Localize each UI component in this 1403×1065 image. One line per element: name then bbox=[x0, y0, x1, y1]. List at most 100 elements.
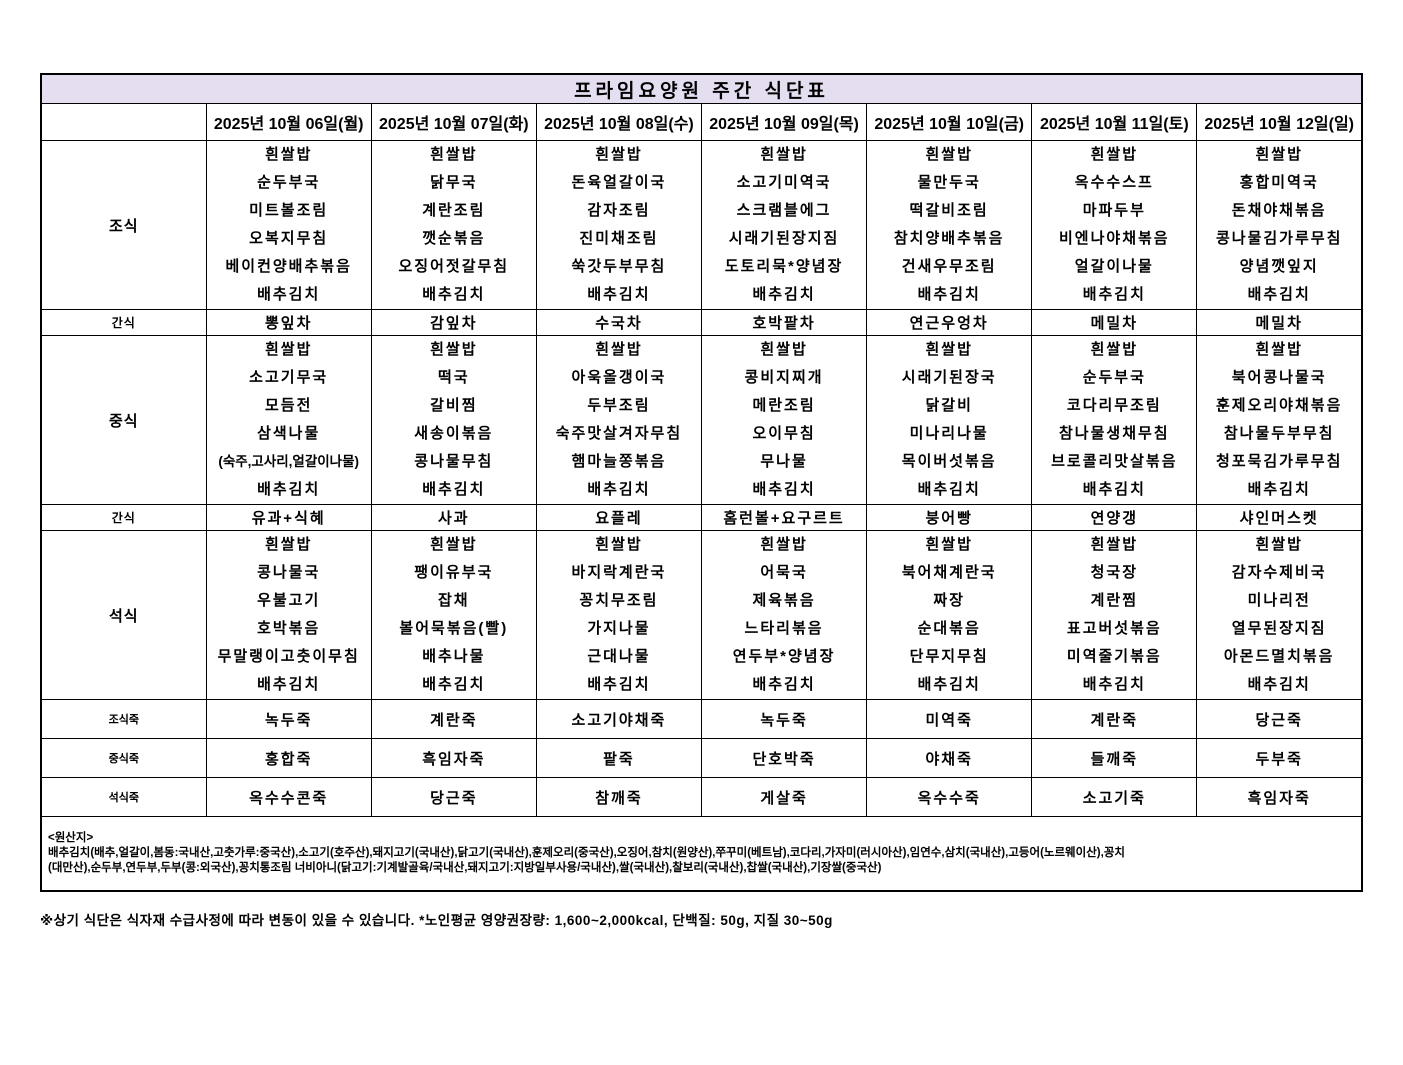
menu-row-중식죽: 중식죽 홍합죽 흑임자죽 팥죽 단호박죽 야채죽 들깨죽 두부죽 bbox=[40, 738, 1363, 778]
row-label: 간식 bbox=[40, 309, 207, 336]
snack-cell: 샤인머스켓 bbox=[1196, 504, 1363, 531]
menu-item: 새송이볶음 bbox=[414, 425, 494, 442]
date-header: 2025년 10월 10일(금) bbox=[866, 103, 1033, 141]
meal-cell: 흰쌀밥 청국장 계란찜 표고버섯볶음 미역줄기볶음 배추김치 bbox=[1031, 530, 1198, 700]
menu-item: 숙주맛살겨자무침 bbox=[555, 425, 683, 442]
menu-item: 물만두국 bbox=[917, 174, 981, 191]
porridge-cell: 흑임자죽 bbox=[1196, 777, 1363, 817]
porridge-cell: 옥수수콘죽 bbox=[205, 777, 372, 817]
menu-item: 순대볶음 bbox=[917, 620, 981, 637]
menu-row-조식죽: 조식죽 녹두죽 계란죽 소고기야채죽 녹두죽 미역죽 계란죽 당근죽 bbox=[40, 699, 1363, 739]
menu-item: 흰쌀밥 bbox=[264, 341, 313, 358]
menu-item: 쑥갓두부무침 bbox=[571, 258, 667, 275]
meal-cell: 흰쌀밥 물만두국 떡갈비조림 참치양배추볶음 건새우무조림 배추김치 bbox=[866, 140, 1033, 310]
menu-item: 근대나물 bbox=[587, 648, 651, 665]
snack-cell: 뽕잎차 bbox=[205, 309, 372, 336]
menu-item: 흰쌀밥 bbox=[595, 341, 643, 358]
meal-cell: 흰쌀밥 돈육얼갈이국 감자조림 진미채조림 쑥갓두부무침 배추김치 bbox=[535, 140, 703, 310]
porridge-cell: 소고기야채죽 bbox=[535, 699, 703, 739]
menu-item: 배추김치 bbox=[752, 676, 816, 693]
porridge-cell: 들깨죽 bbox=[1031, 738, 1198, 778]
date-header: 2025년 10월 07일(화) bbox=[370, 103, 537, 141]
snack-cell: 유과+식혜 bbox=[205, 504, 372, 531]
menu-item: 콩비지찌개 bbox=[744, 369, 824, 386]
menu-item: 두부조림 bbox=[587, 397, 651, 414]
menu-item: 스크램블에그 bbox=[736, 202, 832, 219]
menu-item: 시래기된장국 bbox=[901, 369, 997, 386]
menu-item: 닭무국 bbox=[430, 174, 478, 191]
porridge-cell: 야채죽 bbox=[866, 738, 1033, 778]
menu-item: 배추김치 bbox=[917, 481, 981, 498]
row-label: 조식 bbox=[40, 140, 207, 310]
menu-item: 배추김치 bbox=[1247, 481, 1311, 498]
menu-item: 오이무침 bbox=[752, 425, 816, 442]
row-label: 중식 bbox=[40, 335, 207, 505]
menu-item: 배추김치 bbox=[422, 481, 486, 498]
date-header: 2025년 10월 06일(월) bbox=[205, 103, 372, 141]
menu-item: 배추김치 bbox=[587, 481, 651, 498]
menu-item: 배추김치 bbox=[752, 481, 816, 498]
menu-item: 햄마늘쫑볶음 bbox=[571, 453, 667, 470]
menu-item: 배추김치 bbox=[1082, 286, 1146, 303]
porridge-cell: 미역죽 bbox=[866, 699, 1033, 739]
menu-item: 꽁치무조림 bbox=[579, 592, 659, 609]
menu-item: 흰쌀밥 bbox=[1255, 341, 1303, 358]
menu-item: 삼색나물 bbox=[257, 425, 321, 442]
menu-item: 어묵국 bbox=[760, 564, 808, 581]
menu-item: 돈육얼갈이국 bbox=[571, 174, 667, 191]
date-header: 2025년 10월 08일(수) bbox=[535, 103, 703, 141]
menu-item: 배추김치 bbox=[1082, 676, 1146, 693]
menu-item: 미나리나물 bbox=[909, 425, 989, 442]
origin-line-1: 배추김치(배추,얼갈이,봄동:국내산,고춧가루:중국산),소고기(호주산),돼지… bbox=[48, 847, 1125, 859]
menu-item: 아욱올갱이국 bbox=[571, 369, 667, 386]
menu-item: 청국장 bbox=[1090, 564, 1139, 581]
meal-cell: 흰쌀밥 콩나물국 우불고기 호박볶음 무말랭이고춧이무침 배추김치 bbox=[205, 530, 372, 700]
row-label: 중식죽 bbox=[40, 738, 207, 778]
menu-item: 베이컨양배추볶음 bbox=[225, 258, 352, 275]
menu-item: 배추김치 bbox=[917, 676, 981, 693]
menu-item: 흰쌀밥 bbox=[1255, 536, 1303, 553]
menu-item: 오징어젓갈무침 bbox=[398, 258, 510, 275]
menu-item: 청포묵김가루무침 bbox=[1215, 453, 1343, 470]
menu-item: 참치양배추볶음 bbox=[893, 230, 1005, 247]
menu-item: 옥수수스프 bbox=[1074, 174, 1154, 191]
menu-item: 코다리무조림 bbox=[1066, 397, 1162, 414]
meal-cell: 흰쌀밥 북어채계란국 짜장 순대볶음 단무지무침 배추김치 bbox=[866, 530, 1033, 700]
menu-item: 아몬드멸치볶음 bbox=[1223, 648, 1335, 665]
meal-cell: 흰쌀밥 바지락계란국 꽁치무조림 가지나물 근대나물 배추김치 bbox=[535, 530, 703, 700]
page-title: 프라임요양원 주간 식단표 bbox=[40, 73, 1363, 104]
menu-item: 갈비찜 bbox=[430, 397, 478, 414]
date-header: 2025년 10월 11일(토) bbox=[1031, 103, 1198, 141]
menu-item: 배추김치 bbox=[587, 676, 651, 693]
menu-item: 배추김치 bbox=[1082, 481, 1146, 498]
snack-cell: 메밀차 bbox=[1196, 309, 1363, 336]
snack-cell: 감잎차 bbox=[370, 309, 537, 336]
porridge-cell: 당근죽 bbox=[370, 777, 537, 817]
menu-item: 표고버섯볶음 bbox=[1066, 620, 1162, 637]
menu-item: 마파두부 bbox=[1082, 202, 1146, 219]
menu-item: 배추김치 bbox=[257, 286, 321, 303]
menu-item: 흰쌀밥 bbox=[430, 146, 478, 163]
porridge-cell: 녹두죽 bbox=[700, 699, 868, 739]
menu-item: 배추김치 bbox=[917, 286, 981, 303]
menu-item: 호박볶음 bbox=[257, 620, 321, 637]
menu-item: 소고기미역국 bbox=[736, 174, 832, 191]
meal-cell: 흰쌀밥 콩비지찌개 메란조림 오이무침 무나물 배추김치 bbox=[700, 335, 868, 505]
menu-item: 흰쌀밥 bbox=[760, 536, 808, 553]
menu-row-조식: 조식 흰쌀밥 순두부국 미트볼조림 오복지무침 베이컨양배추볶음 배추김치 흰쌀밥 닭무국 계란조… bbox=[40, 140, 1363, 310]
menu-item: 배추김치 bbox=[257, 481, 321, 498]
menu-item: 북어채계란국 bbox=[901, 564, 997, 581]
menu-row-간식: 간식 뽕잎차 감잎차 수국차 호박팥차 연근우엉차 메밀차 메밀차 bbox=[40, 309, 1363, 336]
meal-cell: 흰쌀밥 어묵국 제육볶음 느타리볶음 연두부*양념장 배추김치 bbox=[700, 530, 868, 700]
menu-item: 참나물생채무침 bbox=[1059, 425, 1170, 442]
menu-item: 계란조림 bbox=[422, 202, 486, 219]
porridge-cell: 흑임자죽 bbox=[370, 738, 537, 778]
origin-line-2: (대만산),순두부,연두부,두부(콩:외국산),꽁치통조림 너비아니(닭고기:기… bbox=[48, 862, 882, 874]
menu-item: 목이버섯볶음 bbox=[901, 453, 997, 470]
menu-item: 배추김치 bbox=[422, 286, 486, 303]
meal-cell: 흰쌀밥 북어콩나물국 훈제오리야채볶음 참나물두부무침 청포묵김가루무침 배추김치 bbox=[1196, 335, 1363, 505]
meal-plan-sheet: 프라임요양원 주간 식단표 2025년 10월 06일(월) 2025년 10월 … bbox=[40, 73, 1363, 929]
menu-item: 단무지무침 bbox=[909, 648, 989, 665]
menu-item: 흰쌀밥 bbox=[264, 146, 313, 163]
menu-item: 바지락계란국 bbox=[571, 564, 667, 581]
